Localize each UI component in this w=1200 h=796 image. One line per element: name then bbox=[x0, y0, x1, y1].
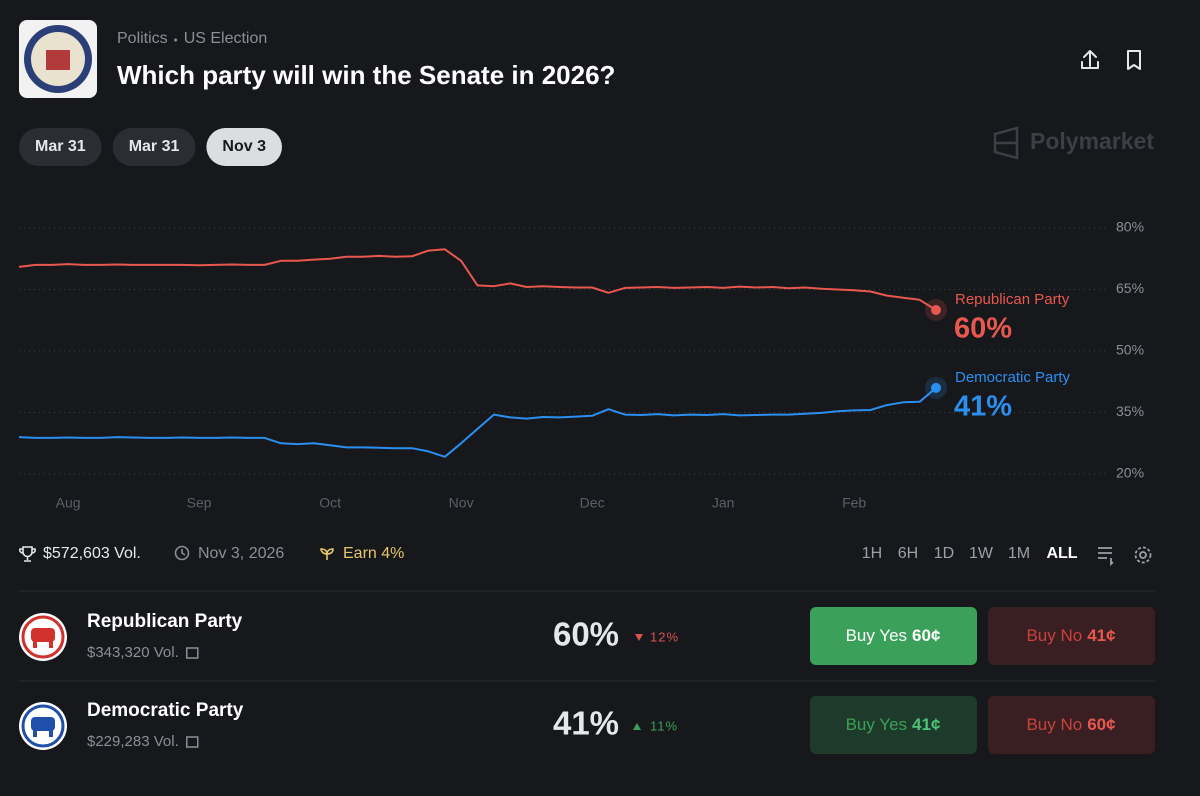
series-value: 60% bbox=[954, 313, 1012, 345]
range-button[interactable]: 1H bbox=[862, 545, 882, 562]
buy-yes-text: Buy Yes bbox=[846, 715, 907, 734]
gift-icon bbox=[186, 647, 199, 659]
buy-yes-button[interactable]: Buy Yes 41¢ bbox=[810, 696, 977, 754]
breadcrumb[interactable]: Politics bbox=[117, 30, 168, 47]
buy-no-button[interactable]: Buy No 60¢ bbox=[988, 696, 1155, 754]
party-icon-leg bbox=[49, 641, 53, 648]
party-icon-body bbox=[31, 717, 55, 731]
x-tick-label: Sep bbox=[187, 495, 212, 511]
outcome-chance: 41% bbox=[553, 705, 619, 742]
tab-label[interactable]: Mar 31 bbox=[129, 138, 180, 155]
buy-yes-bg bbox=[810, 696, 977, 754]
buy-no-price: 41¢ bbox=[1087, 626, 1116, 645]
date-tab[interactable]: Nov 3 bbox=[206, 128, 282, 166]
range-button[interactable]: ALL bbox=[1046, 545, 1077, 562]
tab-label[interactable]: Nov 3 bbox=[222, 138, 266, 155]
x-tick-label: Nov bbox=[449, 495, 474, 511]
buy-yes-price: 60¢ bbox=[912, 626, 941, 645]
market-title: Which party will win the Senate in 2026? bbox=[117, 60, 615, 90]
clock-icon bbox=[174, 545, 190, 561]
party-icon-ring bbox=[21, 704, 65, 748]
series-name: Democratic Party bbox=[955, 369, 1071, 386]
change: 12% bbox=[650, 629, 679, 644]
end-dot bbox=[931, 382, 941, 393]
change-arrow bbox=[633, 723, 641, 730]
outcome-volume: $229,283 Vol. bbox=[87, 733, 179, 750]
buy-yes-text: Buy Yes bbox=[846, 626, 907, 645]
x-tick-label: Feb bbox=[842, 495, 866, 511]
series-name: Republican Party bbox=[955, 291, 1070, 308]
x-tick-label: Aug bbox=[56, 495, 81, 511]
date-tab[interactable]: Mar 31 bbox=[19, 128, 102, 166]
buy-no-button[interactable]: Buy No 41¢ bbox=[988, 607, 1155, 665]
tab-bg bbox=[112, 128, 196, 166]
y-tick-label: 65% bbox=[1116, 280, 1144, 296]
buy-no-text: Buy No bbox=[1026, 626, 1082, 645]
brand-logo bbox=[993, 126, 1019, 160]
y-tick-label: 50% bbox=[1116, 342, 1144, 358]
party-icon-ring bbox=[21, 615, 65, 659]
party-icon-leg bbox=[33, 641, 37, 648]
separator bbox=[174, 38, 178, 42]
outcome-name[interactable]: Republican Party bbox=[87, 611, 243, 632]
y-tick-label: 80% bbox=[1116, 219, 1144, 235]
buy-yes-price: 41¢ bbox=[912, 715, 941, 734]
buy-yes-bg bbox=[810, 607, 977, 665]
buy-no-label[interactable]: Buy No 60¢ bbox=[1026, 715, 1116, 734]
party-icon-leg bbox=[49, 730, 53, 737]
x-tick-label: Jan bbox=[712, 495, 735, 511]
buy-no-price: 60¢ bbox=[1087, 715, 1116, 734]
tab-bg bbox=[19, 128, 102, 166]
earn-icon bbox=[320, 548, 334, 560]
series-line bbox=[18, 248, 937, 311]
date-tab[interactable]: Mar 31 bbox=[112, 128, 196, 166]
list-icon[interactable] bbox=[1098, 547, 1114, 567]
outcome-volume: $343,320 Vol. bbox=[87, 644, 179, 661]
party-icon-leg bbox=[33, 730, 37, 737]
y-tick-label: 35% bbox=[1116, 403, 1144, 419]
tab-label[interactable]: Mar 31 bbox=[35, 138, 86, 155]
change: 11% bbox=[650, 718, 678, 733]
range-button[interactable]: 1D bbox=[934, 545, 954, 562]
gift-icon bbox=[186, 736, 199, 748]
x-tick-label: Dec bbox=[580, 495, 605, 511]
outcome-name[interactable]: Democratic Party bbox=[87, 700, 244, 721]
brand-name: Polymarket bbox=[1030, 128, 1154, 154]
change-arrow bbox=[635, 634, 643, 641]
y-tick-label: 20% bbox=[1116, 465, 1144, 481]
end-date: Nov 3, 2026 bbox=[198, 545, 284, 562]
buy-no-bg bbox=[988, 696, 1155, 754]
breadcrumb[interactable]: US Election bbox=[184, 30, 268, 47]
bookmark-icon[interactable] bbox=[1127, 50, 1141, 70]
trophy-icon bbox=[19, 546, 36, 562]
series-value: 41% bbox=[954, 391, 1012, 423]
share-icon[interactable] bbox=[1081, 50, 1099, 69]
seal-shield bbox=[46, 50, 70, 70]
party-icon-body bbox=[31, 628, 55, 642]
x-tick-label: Oct bbox=[319, 495, 341, 511]
buy-yes-label[interactable]: Buy Yes 41¢ bbox=[846, 715, 941, 734]
outcome-chance: 60% bbox=[553, 616, 619, 653]
range-button[interactable]: 1M bbox=[1008, 545, 1030, 562]
range-button[interactable]: 1W bbox=[969, 545, 994, 562]
total-volume: $572,603 Vol. bbox=[43, 545, 141, 562]
buy-no-text: Buy No bbox=[1026, 715, 1082, 734]
buy-no-bg bbox=[988, 607, 1155, 665]
buy-no-label[interactable]: Buy No 41¢ bbox=[1026, 626, 1116, 645]
end-dot bbox=[931, 305, 941, 315]
buy-yes-button[interactable]: Buy Yes 60¢ bbox=[810, 607, 977, 665]
series-line bbox=[18, 387, 937, 458]
earn[interactable]: Earn 4% bbox=[343, 545, 404, 562]
settings-icon[interactable] bbox=[1134, 546, 1152, 564]
buy-yes-label[interactable]: Buy Yes 60¢ bbox=[846, 626, 941, 645]
range-button[interactable]: 6H bbox=[898, 545, 918, 562]
tab-bg bbox=[206, 128, 282, 166]
